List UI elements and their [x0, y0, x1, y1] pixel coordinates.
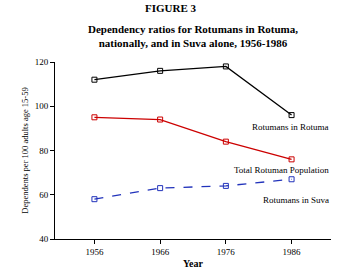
svg-text:Year: Year — [183, 258, 204, 269]
svg-text:80: 80 — [39, 146, 49, 156]
svg-text:Dependency ratios for Rotumans: Dependency ratios for Rotumans in Rotuma… — [88, 23, 298, 49]
svg-text:1976: 1976 — [217, 247, 236, 257]
svg-text:1986: 1986 — [283, 247, 302, 257]
svg-text:Dependents per 100 adults age: Dependents per 100 adults age 15-59 — [20, 87, 30, 213]
svg-text:60: 60 — [39, 190, 49, 200]
svg-text:Rotumans in Rotuma: Rotumans in Rotuma — [252, 122, 329, 132]
svg-text:1956: 1956 — [85, 247, 104, 257]
svg-text:FIGURE 3: FIGURE 3 — [145, 2, 197, 14]
svg-text:Rotumans in Suva: Rotumans in Suva — [263, 195, 329, 205]
svg-text:40: 40 — [39, 234, 49, 244]
svg-text:120: 120 — [35, 57, 49, 67]
svg-text:1966: 1966 — [151, 247, 170, 257]
svg-text:100: 100 — [35, 101, 49, 111]
svg-text:Total Rotuman Population: Total Rotuman Population — [234, 165, 329, 175]
